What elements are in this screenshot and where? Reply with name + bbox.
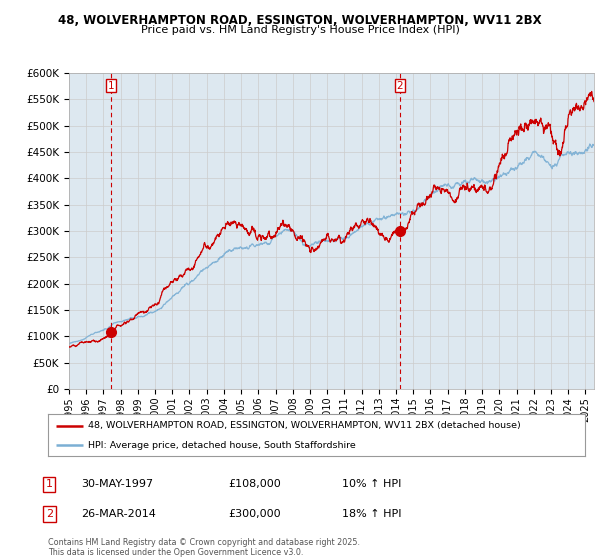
Text: 1: 1 xyxy=(107,81,114,91)
Text: £300,000: £300,000 xyxy=(228,509,281,519)
Text: 2: 2 xyxy=(397,81,403,91)
Text: £108,000: £108,000 xyxy=(228,479,281,489)
Text: 30-MAY-1997: 30-MAY-1997 xyxy=(81,479,153,489)
Text: 48, WOLVERHAMPTON ROAD, ESSINGTON, WOLVERHAMPTON, WV11 2BX (detached house): 48, WOLVERHAMPTON ROAD, ESSINGTON, WOLVE… xyxy=(88,421,521,430)
Text: 1: 1 xyxy=(46,479,53,489)
Text: Price paid vs. HM Land Registry's House Price Index (HPI): Price paid vs. HM Land Registry's House … xyxy=(140,25,460,35)
Text: Contains HM Land Registry data © Crown copyright and database right 2025.
This d: Contains HM Land Registry data © Crown c… xyxy=(48,538,360,557)
Text: 2: 2 xyxy=(46,509,53,519)
Text: 48, WOLVERHAMPTON ROAD, ESSINGTON, WOLVERHAMPTON, WV11 2BX: 48, WOLVERHAMPTON ROAD, ESSINGTON, WOLVE… xyxy=(58,14,542,27)
Text: 10% ↑ HPI: 10% ↑ HPI xyxy=(342,479,401,489)
Text: 26-MAR-2014: 26-MAR-2014 xyxy=(81,509,156,519)
Text: HPI: Average price, detached house, South Staffordshire: HPI: Average price, detached house, Sout… xyxy=(88,441,356,450)
Text: 18% ↑ HPI: 18% ↑ HPI xyxy=(342,509,401,519)
